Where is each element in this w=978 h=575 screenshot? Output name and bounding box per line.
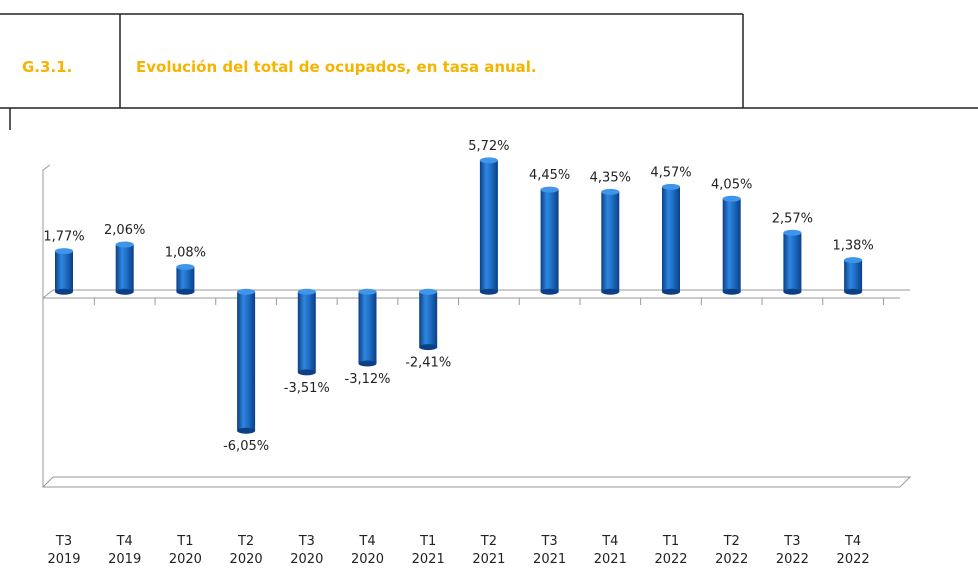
bar-base — [297, 369, 316, 376]
data-label: -3,51% — [284, 381, 330, 396]
bar-base — [722, 288, 741, 295]
bar — [176, 266, 195, 292]
bar — [55, 251, 73, 292]
bar — [540, 189, 559, 292]
data-label: 1,38% — [832, 239, 873, 254]
bar-cap — [783, 229, 802, 236]
bar-base — [237, 427, 256, 434]
data-label: 4,57% — [650, 165, 691, 180]
bar-cap — [419, 288, 438, 295]
x-tick-label: T4 2022 — [836, 534, 870, 567]
bar-cap — [176, 263, 195, 270]
figure-number: G.3.1. — [22, 58, 73, 76]
bar-cap — [479, 157, 498, 164]
bar-cap — [844, 257, 863, 264]
bar — [844, 260, 863, 292]
data-label: 5,72% — [468, 139, 509, 154]
x-tick-label: T3 2020 — [290, 534, 324, 567]
bar-cap — [358, 288, 377, 295]
bar-cap — [55, 248, 73, 255]
bar-cap — [662, 183, 680, 190]
bar — [358, 291, 377, 364]
bar-cap — [237, 288, 256, 295]
chart-title: Evolución del total de ocupados, en tasa… — [136, 58, 537, 76]
bar-cap — [297, 288, 316, 295]
bar-base — [55, 288, 73, 295]
bar — [115, 244, 134, 292]
bar — [419, 291, 438, 348]
data-label: -2,41% — [405, 356, 451, 371]
data-label: 4,35% — [590, 170, 631, 185]
bar — [601, 191, 620, 292]
data-label: -3,12% — [345, 372, 391, 387]
bar — [479, 160, 498, 292]
bar-base — [419, 344, 438, 351]
x-tick-label: T2 2020 — [229, 534, 263, 567]
bar-cap — [115, 241, 134, 248]
bar — [662, 186, 680, 292]
bar-base — [540, 288, 559, 295]
x-tick-label: T2 2022 — [715, 534, 749, 567]
bar — [297, 291, 316, 373]
x-tick-label: T1 2022 — [654, 534, 688, 567]
bar-base — [358, 360, 377, 367]
bar — [237, 291, 256, 431]
data-label: 4,05% — [711, 177, 752, 192]
bar-base — [115, 288, 134, 295]
bar-base — [844, 288, 863, 295]
bar-cap — [540, 186, 559, 193]
x-tick-label: T3 2019 — [47, 534, 81, 567]
x-tick-label: T1 2021 — [411, 534, 445, 567]
bar-base — [783, 288, 802, 295]
data-label: 1,08% — [165, 245, 206, 260]
x-tick-label: T2 2021 — [472, 534, 506, 567]
x-tick-label: T4 2019 — [108, 534, 142, 567]
bar-base — [176, 288, 195, 295]
x-tick-label: T3 2022 — [775, 534, 809, 567]
x-tick-label: T4 2020 — [350, 534, 385, 567]
bar-base — [601, 288, 620, 295]
header-frame — [0, 13, 978, 130]
bar-base — [662, 288, 680, 295]
bar-cap — [722, 195, 741, 202]
data-label: -6,05% — [223, 439, 269, 454]
bar-base — [479, 288, 498, 295]
bar-cap — [601, 188, 620, 195]
x-tick-label: T1 2020 — [168, 534, 202, 567]
x-tick-label: T3 2021 — [533, 534, 567, 567]
x-tick-label: T4 2021 — [593, 534, 627, 567]
bar — [783, 232, 802, 292]
data-label: 1,77% — [43, 230, 84, 245]
bar — [722, 198, 741, 292]
data-label: 2,06% — [104, 223, 145, 238]
data-label: 2,57% — [772, 211, 813, 226]
data-label: 4,45% — [529, 168, 570, 183]
